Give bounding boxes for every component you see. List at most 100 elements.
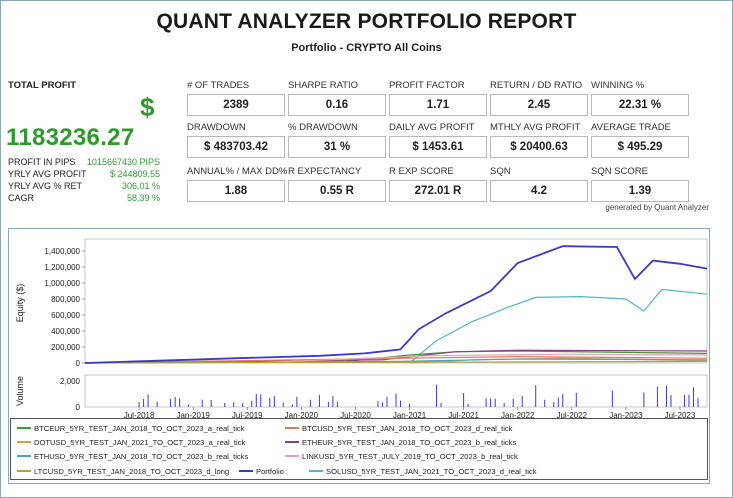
stat-value: $ 1453.61 bbox=[389, 136, 487, 158]
stat-r-expectancy: R EXPECTANCY 0.55 R bbox=[288, 166, 388, 202]
x-tick-label: Jan-2021 bbox=[393, 411, 427, 419]
legend-swatch bbox=[17, 441, 31, 443]
stat-label: WINNING % bbox=[591, 80, 645, 91]
summary-row-cagr: CAGR 58.39 % bbox=[8, 192, 160, 204]
legend-label: ETHUSD_5YR_TEST_JAN_2018_TO_OCT_2023_b_r… bbox=[34, 451, 249, 461]
stat-label: R EXPECTANCY bbox=[288, 166, 362, 177]
stat-annual-max-dd: ANNUAL% / MAX DD% 1.88 bbox=[187, 166, 287, 202]
legend-item: ETHEUR_5YR_TEST_JAN_2018_TO_OCT_2023_b_r… bbox=[285, 436, 516, 448]
legend-label: BTCUSD_5YR_TEST_JAN_2018_TO_OCT_2023_d_r… bbox=[302, 423, 513, 433]
summary-value: 58.39 % bbox=[126, 193, 160, 203]
y-tick-label: 600,000 bbox=[51, 311, 80, 320]
summary-value: 306.01 % bbox=[121, 181, 160, 191]
stat-value: 1.39 bbox=[591, 180, 689, 202]
summary-stats: PROFIT IN PIPS 1015667430 PIPS YRLY AVG P… bbox=[8, 156, 160, 204]
stat-value: 2389 bbox=[187, 94, 285, 116]
stat-r-exp-score: R EXP SCORE 272.01 R bbox=[389, 166, 489, 202]
summary-label: YRLY AVG % RET bbox=[8, 181, 83, 191]
series-line bbox=[84, 360, 708, 364]
stat-label: MTHLY AVG PROFIT bbox=[490, 122, 581, 133]
stat-value: 1.71 bbox=[389, 94, 487, 116]
stat-value: 2.45 bbox=[490, 94, 588, 116]
summary-row-yearly-avg-ret: YRLY AVG % RET 306.01 % bbox=[8, 180, 160, 192]
legend-label: Portfolio bbox=[256, 466, 284, 476]
stat-label: DRAWDOWN bbox=[187, 122, 246, 133]
series-line bbox=[247, 353, 708, 364]
legend-item: ETHUSD_5YR_TEST_JAN_2018_TO_OCT_2023_b_r… bbox=[17, 450, 248, 462]
legend-item: BTCUSD_5YR_TEST_JAN_2018_TO_OCT_2023_d_r… bbox=[285, 422, 512, 434]
summary-label: PROFIT IN PIPS bbox=[8, 157, 76, 167]
stat-monthly-avg: MTHLY AVG PROFIT $ 20400.63 bbox=[490, 122, 590, 158]
currency-symbol: $ bbox=[140, 92, 155, 122]
stat-label: R EXP SCORE bbox=[389, 166, 454, 177]
stat-return-dd: RETURN / DD RATIO 2.45 bbox=[490, 80, 590, 116]
stat-label: PROFIT FACTOR bbox=[389, 80, 465, 91]
equity-chart: Equity ($) Volume 1,400,000 1,200,000 1,000,… bbox=[15, 238, 708, 419]
summary-row-yearly-avg-profit: YRLY AVG PROFIT $ 244809.55 bbox=[8, 168, 160, 180]
stat-pct-drawdown: % DRAWDOWN 31 % bbox=[288, 122, 388, 158]
summary-label: YRLY AVG PROFIT bbox=[8, 169, 87, 179]
y-tick-label: 400,000 bbox=[51, 327, 80, 336]
stat-sqn-score: SQN SCORE 1.39 bbox=[591, 166, 691, 202]
y-tick-label: 800,000 bbox=[51, 295, 80, 304]
stat-label: RETURN / DD RATIO bbox=[490, 80, 583, 91]
legend-label: BTCEUR_5YR_TEST_JAN_2018_TO_OCT_2023_a_r… bbox=[34, 423, 245, 433]
stat-trades: # OF TRADES 2389 bbox=[187, 80, 287, 116]
stat-value: 0.16 bbox=[288, 94, 386, 116]
stat-value: 22.31 % bbox=[591, 94, 689, 116]
summary-row-profit-pips: PROFIT IN PIPS 1015667430 PIPS bbox=[8, 156, 160, 168]
summary-label: CAGR bbox=[8, 193, 35, 203]
stat-sharpe: SHARPE RATIO 0.16 bbox=[288, 80, 388, 116]
report-title: QUANT ANALYZER PORTFOLIO REPORT bbox=[156, 10, 577, 33]
x-tick-label: Jan-2020 bbox=[285, 411, 319, 419]
stat-average-trade: AVERAGE TRADE $ 495.29 bbox=[591, 122, 691, 158]
summary-value: 1015667430 PIPS bbox=[86, 157, 160, 167]
legend-label: SOLUSD_5YR_TEST_JAN_2021_TO_OCT_2023_d_r… bbox=[326, 466, 537, 476]
legend-swatch bbox=[285, 427, 299, 429]
legend-swatch bbox=[309, 470, 323, 472]
y-axis-label: Equity ($) bbox=[15, 284, 25, 323]
series-line bbox=[84, 355, 708, 364]
x-tick-label: Jul-2019 bbox=[232, 411, 263, 419]
legend-swatch bbox=[239, 470, 253, 472]
stat-value: $ 495.29 bbox=[591, 136, 689, 158]
series-line bbox=[409, 288, 708, 364]
stat-drawdown: DRAWDOWN $ 483703.42 bbox=[187, 122, 287, 158]
stat-value: $ 20400.63 bbox=[490, 136, 588, 158]
total-profit-value: 1183236.27 bbox=[6, 124, 135, 151]
stat-label: % DRAWDOWN bbox=[288, 122, 358, 133]
stat-value: 272.01 R bbox=[389, 180, 487, 202]
stat-value: 1.88 bbox=[187, 180, 285, 202]
stat-profit-factor: PROFIT FACTOR 1.71 bbox=[389, 80, 489, 116]
stat-value: 4.2 bbox=[490, 180, 588, 202]
stat-value: $ 483703.42 bbox=[187, 136, 285, 158]
stat-label: AVERAGE TRADE bbox=[591, 122, 671, 133]
stat-label: DAILY AVG PROFIT bbox=[389, 122, 475, 133]
chart-legend: BTCEUR_5YR_TEST_JAN_2018_TO_OCT_2023_a_r… bbox=[10, 418, 708, 480]
legend-label: ETHEUR_5YR_TEST_JAN_2018_TO_OCT_2023_b_r… bbox=[302, 437, 517, 447]
stat-value: 0.55 R bbox=[288, 180, 386, 202]
stat-sqn: SQN 4.2 bbox=[490, 166, 590, 202]
series-line bbox=[84, 349, 708, 364]
legend-swatch bbox=[285, 455, 299, 457]
x-tick-label: Jan-2019 bbox=[176, 411, 210, 419]
legend-swatch bbox=[17, 455, 31, 457]
legend-swatch bbox=[17, 427, 31, 429]
generated-by: generated by Quant Analyzer bbox=[605, 203, 709, 212]
summary-value: $ 244809.55 bbox=[109, 169, 160, 179]
equity-plot-area bbox=[84, 238, 708, 364]
legend-item: SOLUSD_5YR_TEST_JAN_2021_TO_OCT_2023_d_r… bbox=[309, 465, 537, 477]
stat-label: SQN bbox=[490, 166, 511, 177]
y-tick-label: 0 bbox=[76, 359, 81, 368]
legend-swatch bbox=[285, 441, 299, 443]
legend-item: BTCEUR_5YR_TEST_JAN_2018_TO_OCT_2023_a_r… bbox=[17, 422, 244, 434]
report-subtitle: Portfolio - CRYPTO All Coins bbox=[291, 42, 442, 54]
volume-axis-label: Volume bbox=[15, 376, 25, 406]
x-tick-label: Jul-2022 bbox=[556, 411, 587, 419]
legend-label: DOTUSD_5YR_TEST_JAN_2021_TO_OCT_2023_a_r… bbox=[34, 437, 246, 447]
volume-tick-label: 2,000 bbox=[60, 377, 81, 386]
legend-item: LINKUSD_5YR_TEST_JULY_2019_TO_OCT_2023_b… bbox=[285, 450, 518, 462]
x-tick-label: Jul-2023 bbox=[665, 411, 696, 419]
x-tick-label: Jul-2020 bbox=[340, 411, 371, 419]
stat-label: # OF TRADES bbox=[187, 80, 250, 91]
